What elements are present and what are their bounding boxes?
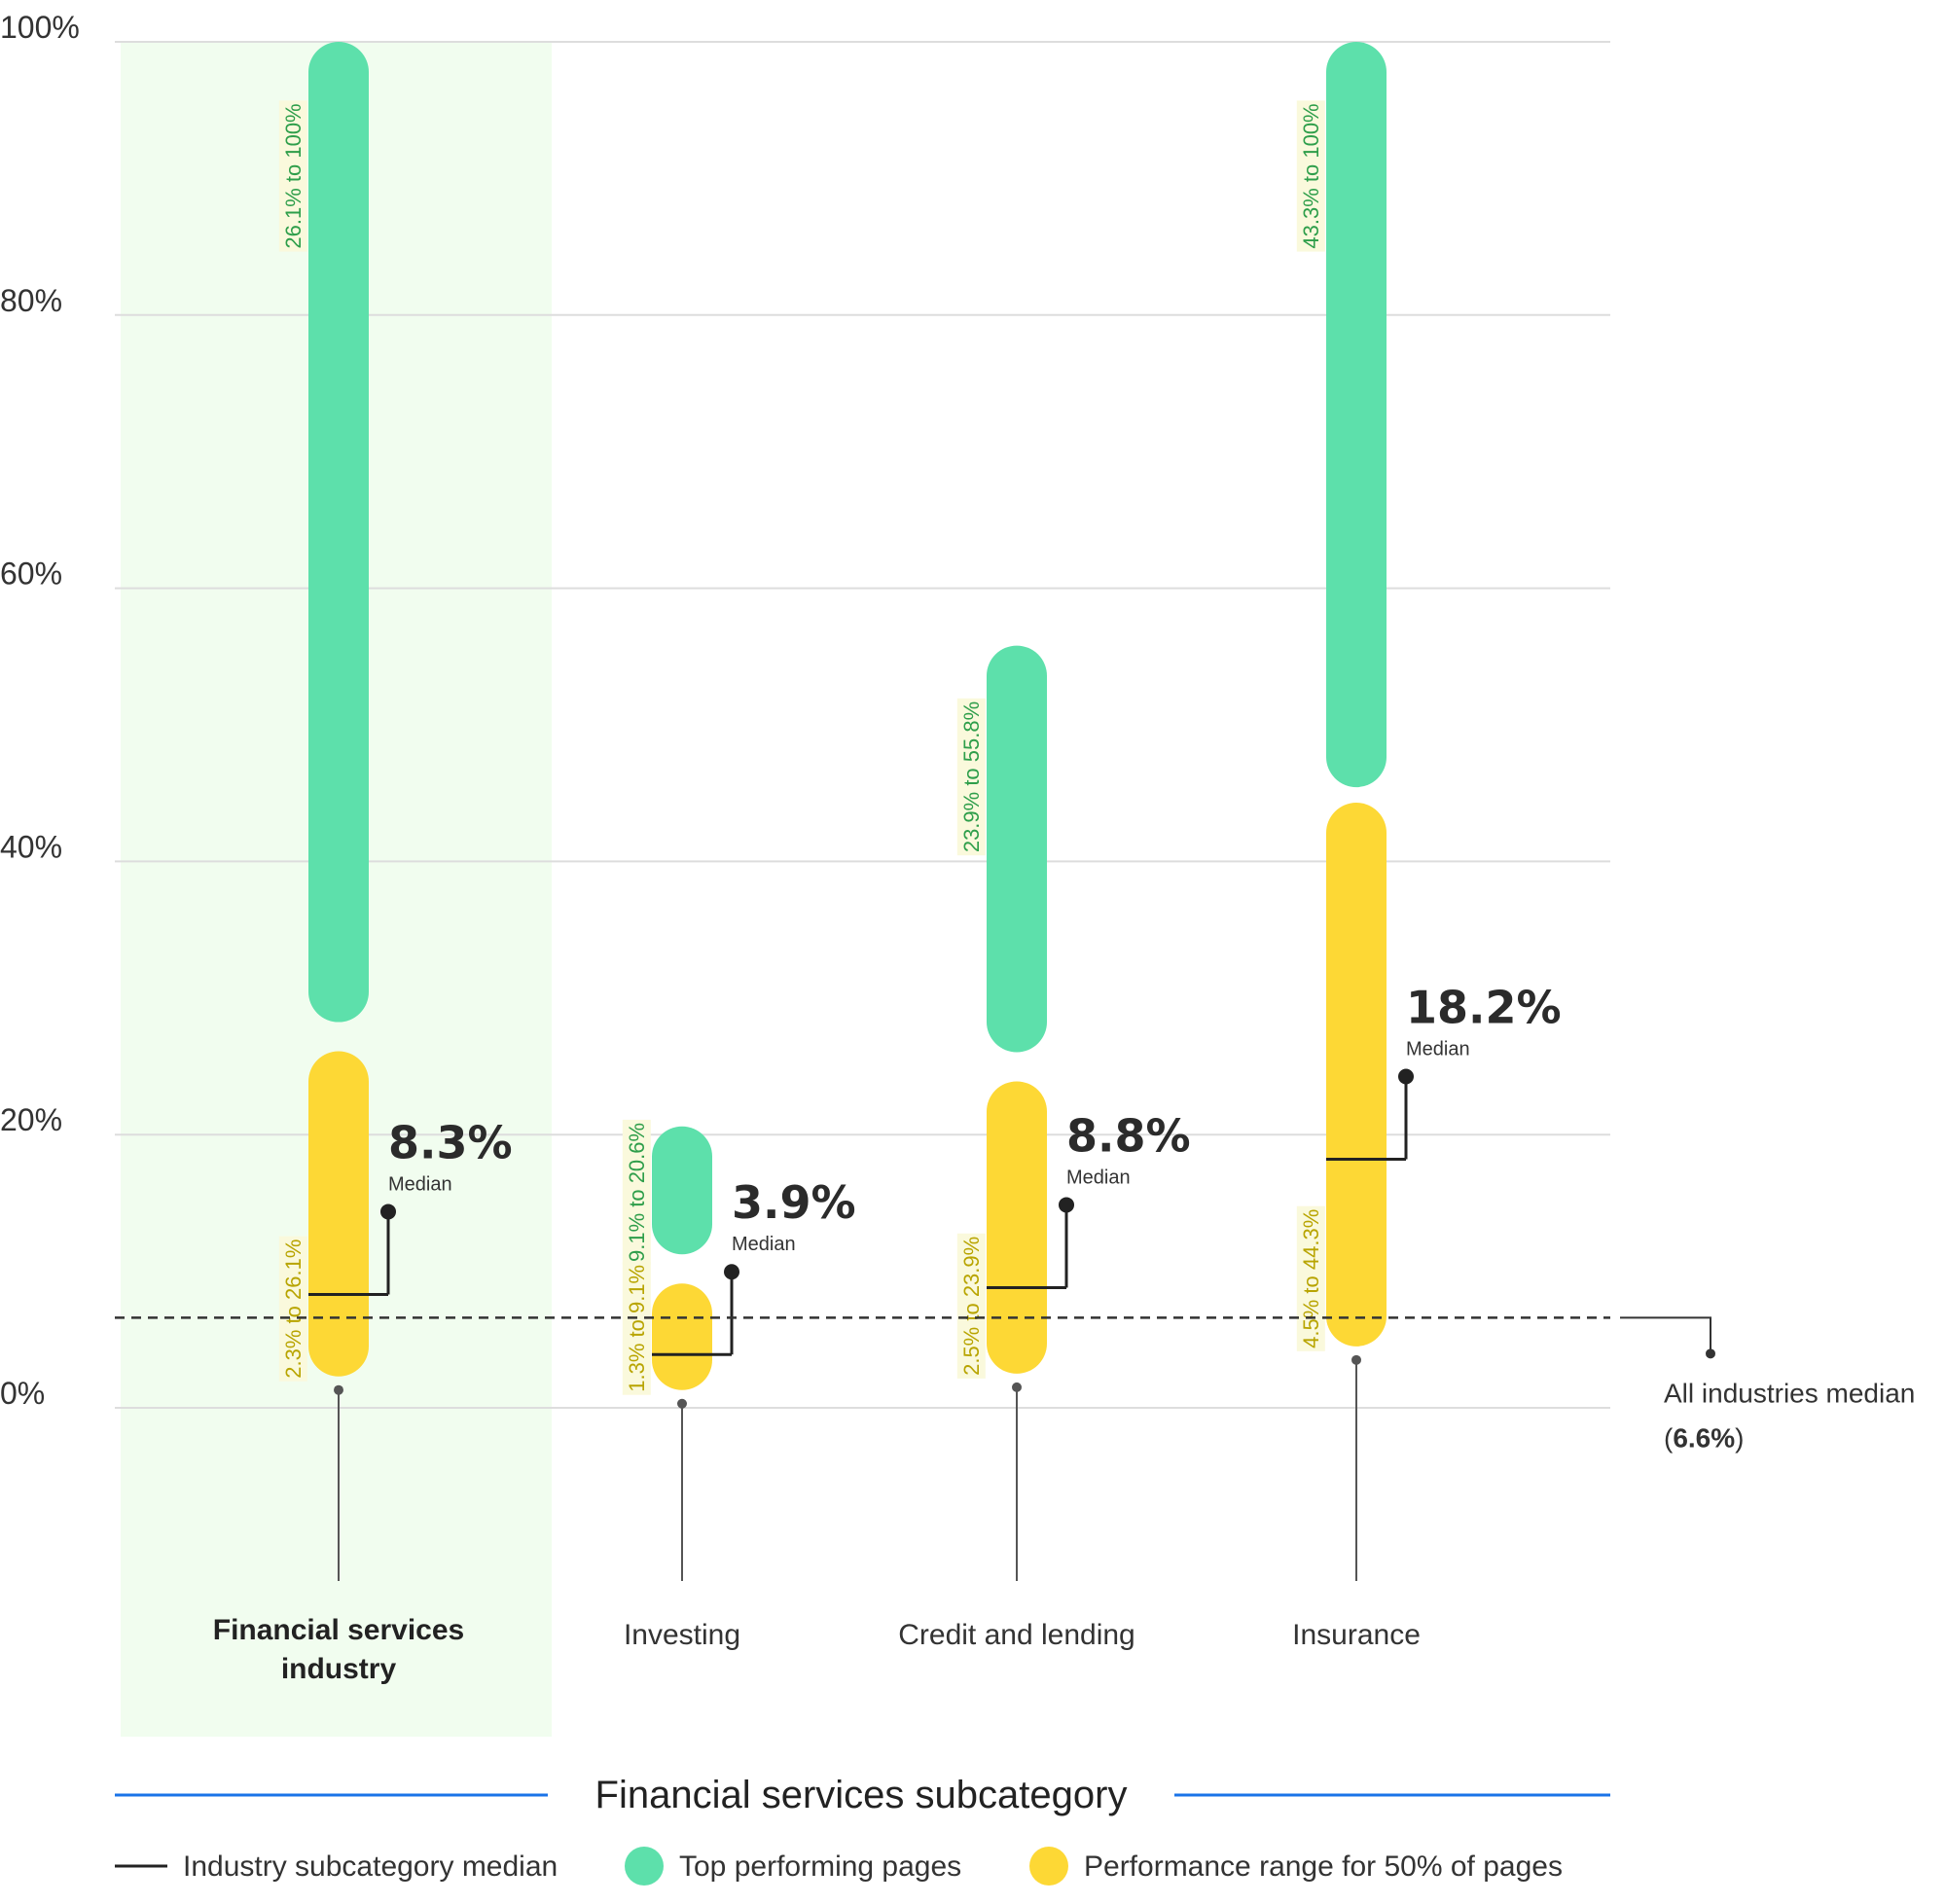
range-50-bar [308,1051,369,1377]
category-label: industry [281,1653,397,1685]
category-group: 9.1% to 20.6% 1.3% to 9.1% 3.9% Median [622,1119,856,1581]
range-50-bar [1326,803,1387,1347]
legend: Industry subcategory median Top performin… [115,1847,1563,1886]
y-axis-ticks: 100% 80% 60% 40% 20% 0% [0,10,80,1411]
median-word: Median [1406,1038,1470,1060]
legend-label: Performance range for 50% of pages [1084,1850,1563,1883]
reference-label: All industries median [1664,1378,1915,1408]
reference-value: (6.6%) [1664,1422,1744,1453]
top-performing-bar [308,42,369,1023]
median-value: 8.8% [1066,1109,1191,1162]
range-label-bg [956,698,986,856]
reference-value-number: 6.6% [1673,1422,1735,1453]
stem-dot [677,1398,687,1409]
median-callout-dot [1398,1068,1414,1085]
range-label-bg [956,1233,986,1379]
category-group: 26.1% to 100% 2.3% to 26.1% 8.3% Median [278,42,513,1581]
y-tick-label: 60% [0,557,62,592]
legend-dot-swatch [1029,1847,1068,1886]
category-group: 43.3% to 100% 4.5% to 44.3% 18.2% Median [1296,42,1562,1581]
range-label-bg [278,1236,307,1382]
bars: 26.1% to 100%2.3% to 26.1%8.3%Median 9.1%… [278,42,1562,1581]
median-value: 8.3% [388,1116,513,1168]
legend-dot-swatch [625,1847,664,1886]
y-tick-label: 80% [0,283,62,318]
top-range-label: 23.9% to 55.8% [959,701,984,852]
y-tick-label: 20% [0,1102,62,1137]
stem-dot [1012,1382,1022,1392]
top-range-label: 9.1% to 20.6% [625,1123,649,1262]
category-group: 23.9% to 55.8% 2.5% to 23.9% 8.8% Median [956,645,1191,1581]
range-label-bg [622,1261,651,1395]
x-axis-title: Financial services subcategory [595,1774,1128,1816]
range-50-label: 2.3% to 26.1% [281,1239,306,1379]
median-word: Median [388,1173,452,1195]
category-labels: Financial services industry Investing Credi… [213,1614,1421,1685]
category-label: Financial services [213,1614,465,1646]
range-label-bg [622,1119,651,1266]
stem-dot [1351,1354,1361,1365]
range-label-bg [278,100,307,252]
reference-paren-close: ) [1735,1422,1744,1453]
range-50-label: 1.3% to 9.1% [625,1265,649,1392]
stem-dot [334,1384,343,1395]
y-tick-label: 40% [0,829,62,864]
range-50-bar [987,1081,1047,1374]
reference-paren-open: ( [1664,1422,1674,1453]
range-label-bg [1296,100,1325,252]
reference-callout-line [1620,1316,1711,1352]
median-word: Median [732,1234,796,1255]
range-50-label: 2.5% to 23.9% [959,1237,984,1376]
median-word: Median [1066,1167,1131,1188]
top-performing-bar [652,1126,712,1255]
top-performing-bar [1326,42,1387,788]
median-callout-dot [724,1264,739,1280]
median-value: 3.9% [732,1176,856,1229]
range-label-bg [1296,1205,1325,1351]
category-label: Investing [624,1619,740,1651]
median-callout-dot [380,1203,396,1220]
reference-line: All industries median (6.6%) [115,1316,1915,1453]
range-50-label: 4.5% to 44.3% [1299,1209,1323,1348]
top-performing-bar [987,645,1047,1053]
top-range-label: 43.3% to 100% [1299,103,1323,248]
y-tick-label: 0% [0,1376,45,1411]
top-range-label: 26.1% to 100% [281,103,306,248]
median-callout-dot [1059,1197,1074,1213]
x-axis-title-group: Financial services subcategory [115,1774,1610,1816]
y-tick-label: 100% [0,10,80,45]
category-label: Insurance [1292,1619,1421,1651]
range-50-bar [652,1283,712,1390]
legend-label: Top performing pages [679,1850,961,1883]
category-label: Credit and lending [898,1619,1135,1651]
reference-callout-dot [1706,1348,1715,1359]
legend-label: Industry subcategory median [183,1850,558,1883]
median-value: 18.2% [1406,981,1562,1033]
